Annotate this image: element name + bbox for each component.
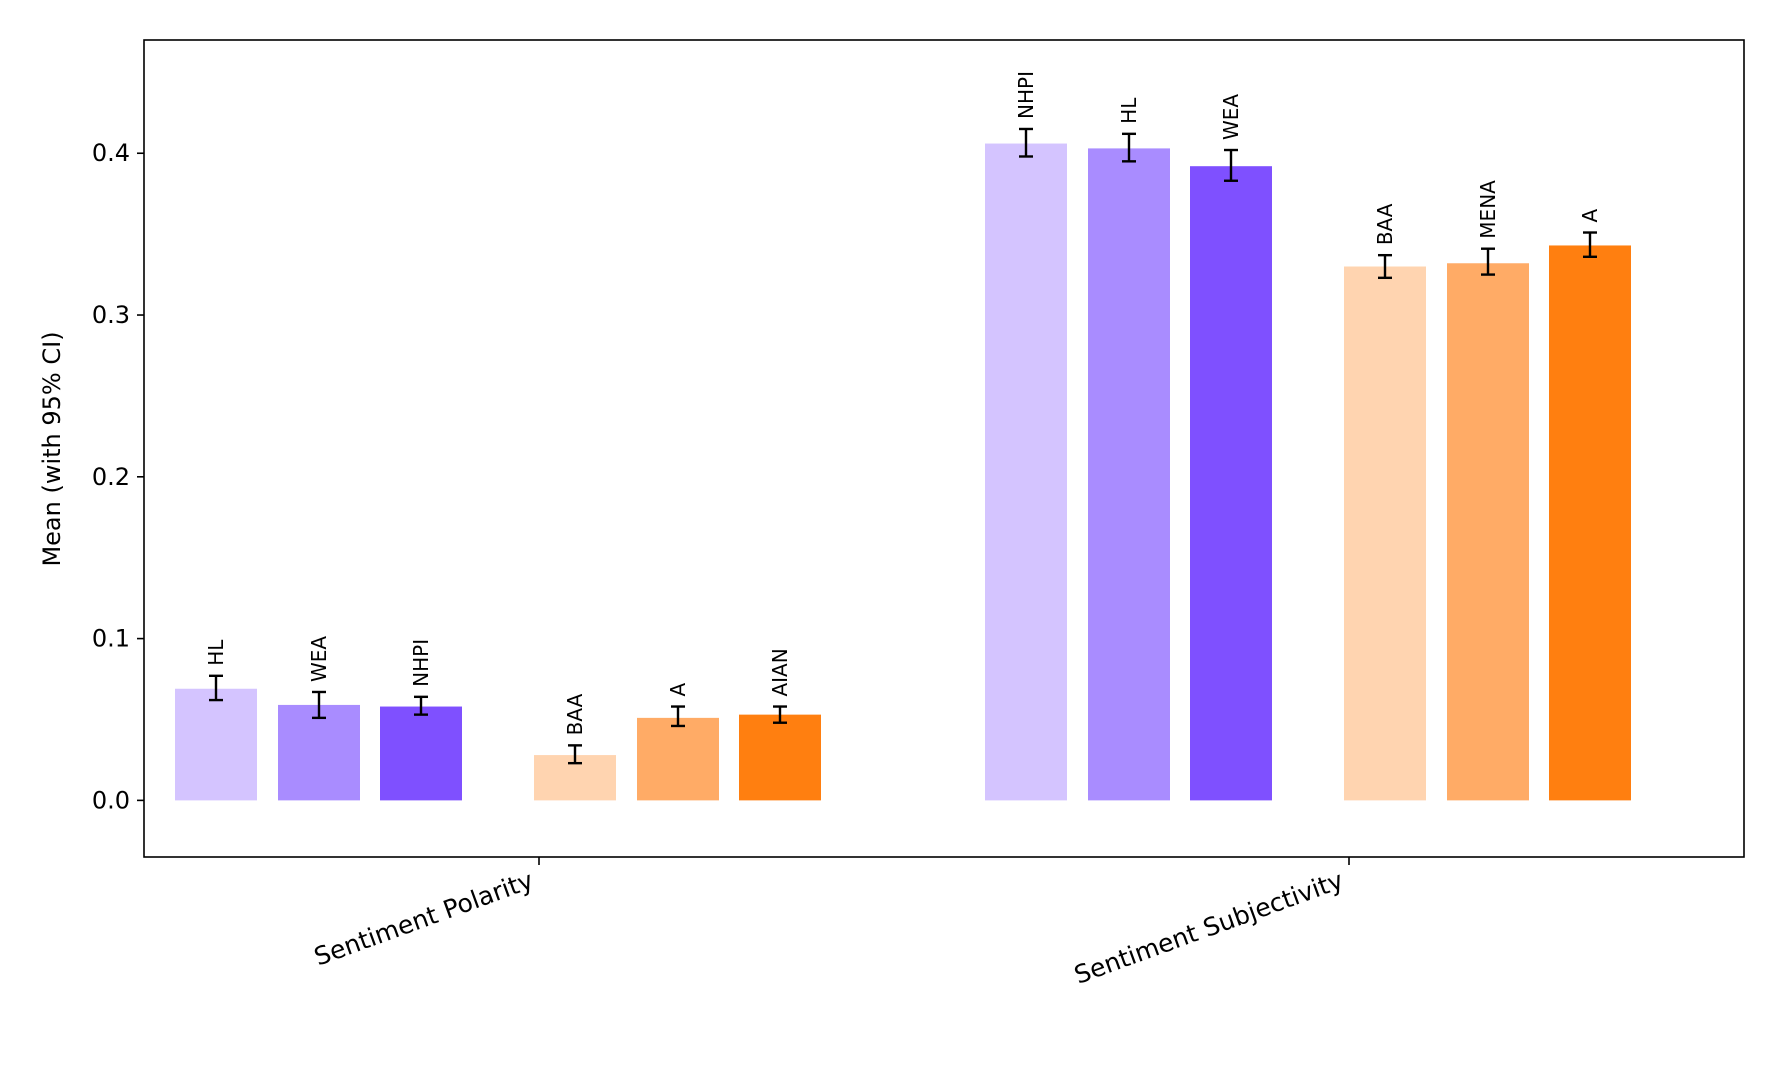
y-tick-label: 0.4 — [92, 139, 130, 167]
bar — [1447, 263, 1529, 801]
bar — [1088, 148, 1170, 801]
bar-label: A — [666, 683, 690, 697]
bar-label: NHPI — [1014, 71, 1038, 119]
bar — [175, 688, 257, 801]
y-tick-label: 0.3 — [92, 301, 130, 329]
y-tick-label: 0.0 — [92, 786, 130, 814]
bar — [1190, 166, 1272, 801]
bar-label: HL — [204, 639, 228, 666]
bar — [380, 706, 462, 801]
bars-layer — [175, 143, 1631, 801]
y-tick-label: 0.2 — [92, 463, 130, 491]
bar-label: NHPI — [409, 639, 433, 687]
y-tick-label: 0.1 — [92, 625, 130, 653]
bar-label: WEA — [1219, 94, 1243, 140]
bar — [278, 704, 360, 801]
bar-label: A — [1578, 209, 1602, 223]
plot-frame — [143, 39, 1745, 858]
bar-label: BAA — [563, 693, 587, 735]
bar — [1344, 266, 1426, 801]
bar-label: AIAN — [768, 648, 792, 696]
bar-label: MENA — [1476, 180, 1500, 239]
bar — [739, 714, 821, 801]
bar — [1549, 245, 1631, 801]
bar — [985, 143, 1067, 801]
bar — [637, 717, 719, 801]
bar-label: BAA — [1373, 203, 1397, 245]
y-axis-label: Mean (with 95% CI) — [38, 331, 66, 566]
y-axis: 0.0 0.1 0.2 0.3 0.4 — [92, 139, 144, 814]
bar-label: WEA — [307, 636, 331, 682]
bar-label: HL — [1117, 97, 1141, 124]
bar-labels-layer: HL WEA NHPI BAA A AIAN NHPI HL WEA BAA MENA A — [204, 71, 1602, 735]
error-bars-layer — [209, 127, 1597, 765]
